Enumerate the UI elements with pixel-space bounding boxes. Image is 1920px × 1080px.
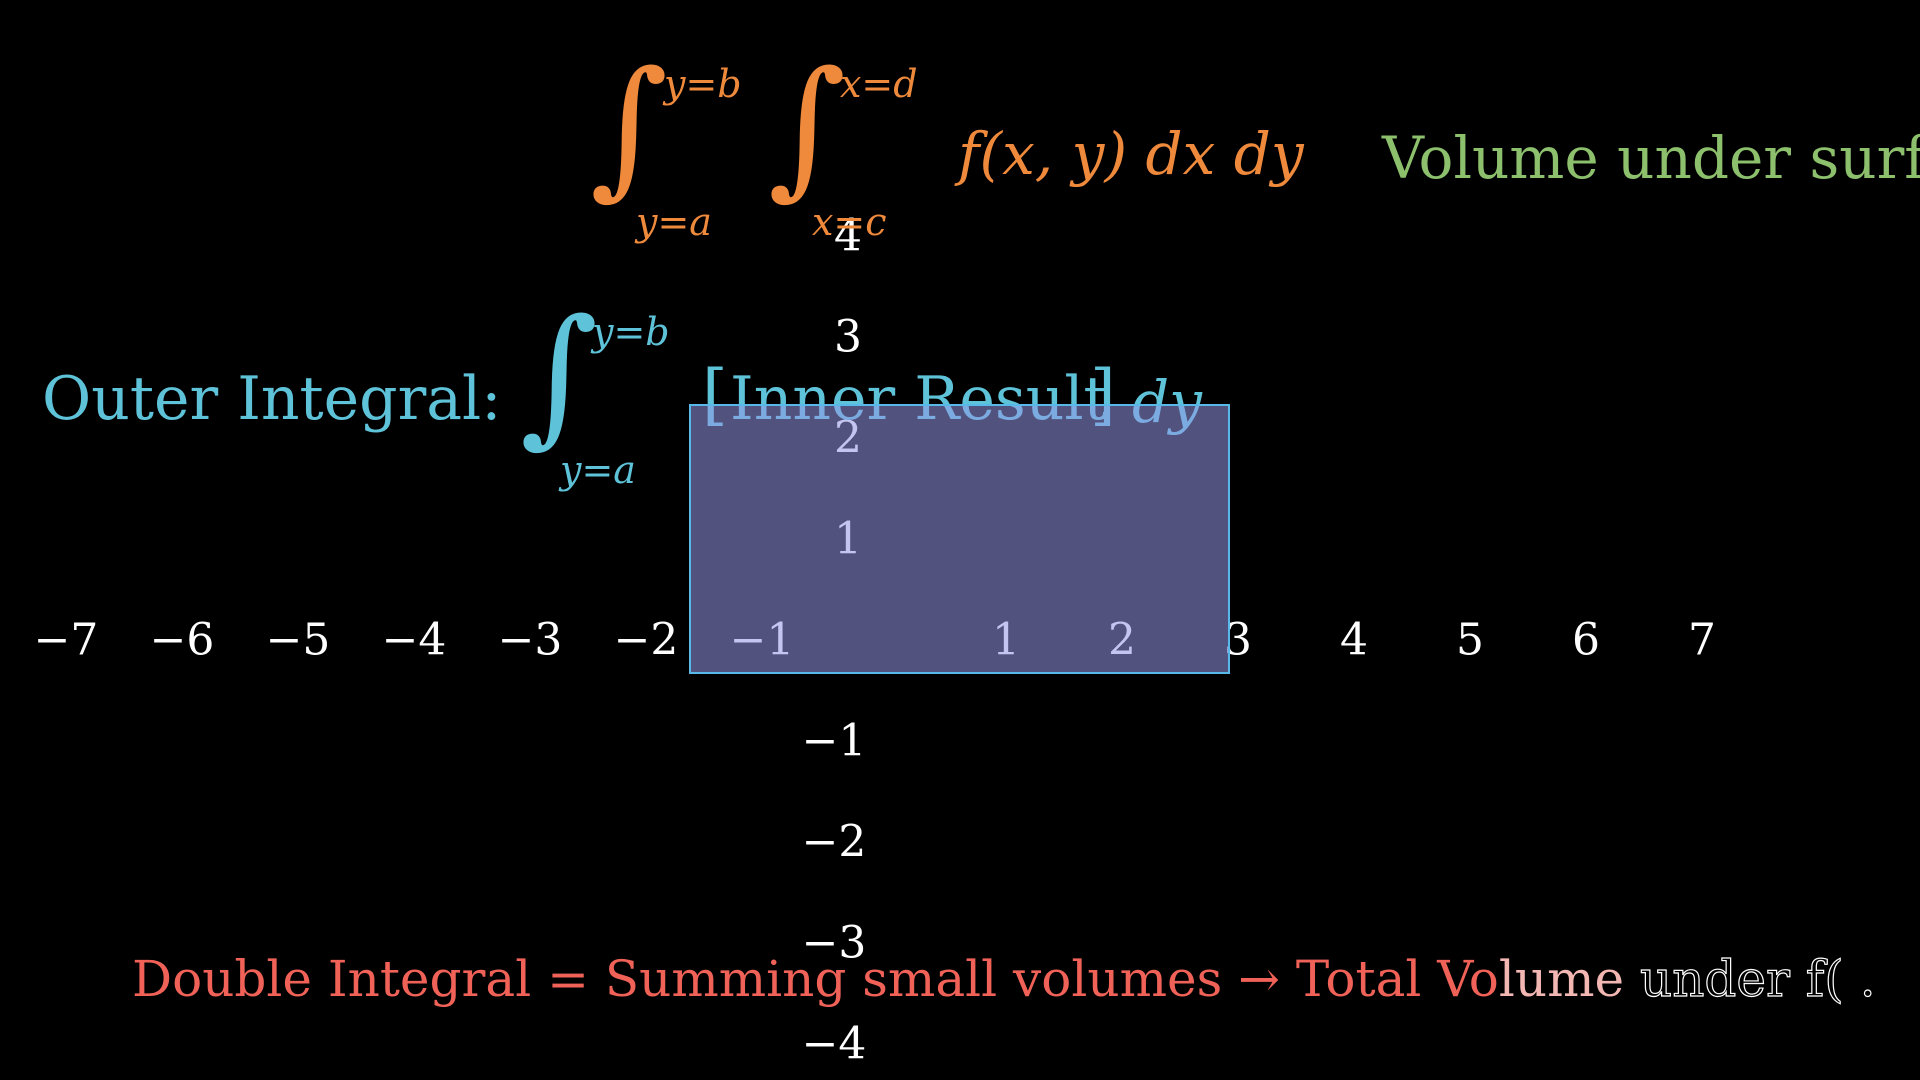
inner-integral-sign: ∫ <box>768 40 847 214</box>
x-tick-label: −6 <box>149 614 215 666</box>
x-tick-label: −5 <box>265 614 331 666</box>
inner-lower-limit: x=c <box>812 200 887 244</box>
y-tick-label: −4 <box>801 1018 867 1070</box>
x-tick-label: −3 <box>497 614 563 666</box>
x-tick-label: −2 <box>613 614 679 666</box>
outer-integral-label: Outer Integral: <box>42 364 502 434</box>
outer-lower-limit: y=a <box>636 200 712 244</box>
caption-text: Double Integral = Summing small volumes … <box>132 950 1499 1008</box>
volume-label: Volume under surfa <box>1382 124 1920 192</box>
x-tick-label: 6 <box>1572 614 1600 666</box>
integration-region <box>689 404 1230 674</box>
x-tick-label: −4 <box>381 614 447 666</box>
x-tick-label: 4 <box>1340 614 1368 666</box>
x-tick-label: 5 <box>1456 614 1484 666</box>
caption-text-fading: lume <box>1498 950 1625 1008</box>
y-tick-label: −2 <box>801 816 867 868</box>
y-tick-label: −1 <box>801 715 867 767</box>
inner-upper-limit: x=d <box>840 62 918 106</box>
x-tick-label: 7 <box>1688 614 1716 666</box>
x-tick-label: −7 <box>33 614 99 666</box>
outer-formula-integral-sign: ∫ <box>520 288 599 462</box>
outer-formula-upper-limit: y=b <box>592 310 670 354</box>
y-tick-label: 3 <box>834 311 862 363</box>
y-tick-label: −3 <box>801 917 867 969</box>
outer-formula-lower-limit: y=a <box>560 448 636 492</box>
outer-upper-limit: y=b <box>664 62 742 106</box>
y-tick-label: 4 <box>834 210 862 262</box>
double-integral-caption: Double Integral = Summing small volumes … <box>132 949 1876 1008</box>
caption-text-outline: under f( . <box>1624 949 1876 1008</box>
outer-integral-sign: ∫ <box>590 40 669 214</box>
integrand: f(x, y) dx dy <box>958 120 1304 188</box>
